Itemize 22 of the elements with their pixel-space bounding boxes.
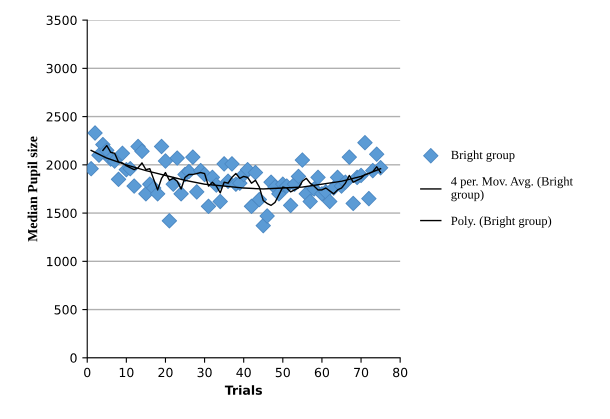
y-tick-label: 3500 xyxy=(46,16,77,26)
x-tick-label: 80 xyxy=(393,368,408,378)
x-tick-label: 10 xyxy=(120,368,134,378)
legend-label: Bright group xyxy=(451,150,515,162)
y-tick-label: 2000 xyxy=(46,160,77,170)
x-tick-label: 70 xyxy=(354,368,368,378)
y-tick-label: 0 xyxy=(70,353,77,363)
x-tick-label: 60 xyxy=(314,368,330,378)
x-tick-label: 50 xyxy=(276,368,290,378)
y-tick-label: 1500 xyxy=(47,208,77,218)
x-tick-label: 30 xyxy=(198,368,212,378)
x-tick-label: 0 xyxy=(84,368,90,378)
y-tick-label: 3000 xyxy=(46,64,77,74)
y-tick-label: 2500 xyxy=(46,112,77,122)
y-axis-title: Median Pupil size xyxy=(28,136,40,242)
legend-label: 4 per. Mov. Avg. (Bright group) xyxy=(451,176,573,202)
x-tick-label: 40 xyxy=(236,368,251,378)
y-tick-label: 500 xyxy=(54,305,77,315)
x-axis-title: Trials xyxy=(224,385,262,395)
x-tick-label: 20 xyxy=(158,368,173,378)
legend-label: Poly. (Bright group) xyxy=(451,216,552,228)
y-tick-label: 1000 xyxy=(47,256,77,266)
